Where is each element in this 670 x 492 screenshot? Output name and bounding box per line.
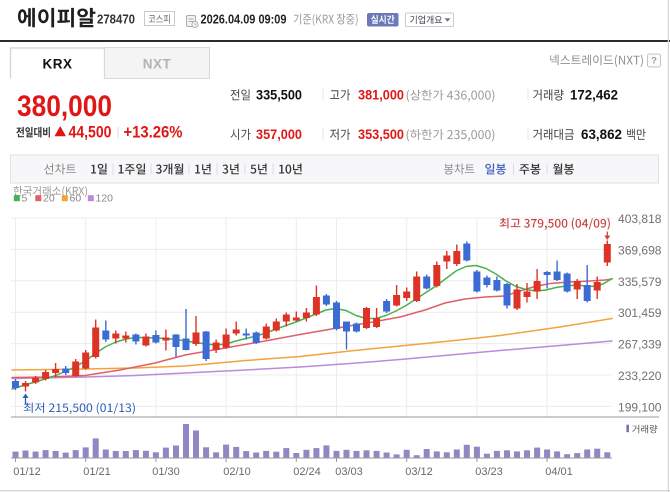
svg-text:+13.26%: +13.26%: [124, 124, 183, 142]
svg-text:172,462: 172,462: [570, 88, 618, 103]
svg-text:03/03: 03/03: [335, 466, 363, 478]
svg-text:380,000: 380,000: [17, 90, 112, 123]
svg-text:301,459: 301,459: [618, 308, 662, 320]
svg-text:5: 5: [22, 193, 28, 205]
svg-text:267,339: 267,339: [618, 340, 662, 352]
svg-text:03/23: 03/23: [475, 466, 503, 478]
svg-text:357,000: 357,000: [256, 127, 302, 142]
svg-text:20: 20: [43, 193, 55, 205]
svg-text:63,862: 63,862: [581, 127, 622, 142]
svg-text:381,000: 381,000: [358, 88, 404, 103]
svg-text:NXT: NXT: [143, 57, 172, 72]
svg-text:278470: 278470: [97, 12, 135, 27]
svg-text:120: 120: [96, 193, 114, 205]
svg-text:403,818: 403,818: [618, 214, 662, 226]
svg-text:02/24: 02/24: [293, 466, 321, 478]
svg-text:233,220: 233,220: [618, 371, 662, 383]
svg-text:04/01: 04/01: [545, 466, 573, 478]
svg-text:335,579: 335,579: [618, 277, 662, 289]
svg-text:?: ?: [651, 56, 657, 67]
svg-text:335,500: 335,500: [256, 88, 302, 103]
svg-text:KRX: KRX: [42, 57, 72, 72]
svg-text:01/21: 01/21: [83, 466, 111, 478]
svg-text:60: 60: [70, 193, 82, 205]
svg-text:44,500: 44,500: [69, 124, 112, 142]
svg-text:01/30: 01/30: [152, 466, 180, 478]
svg-text:01/12: 01/12: [13, 466, 41, 478]
svg-text:369,698: 369,698: [618, 245, 662, 257]
svg-text:02/10: 02/10: [223, 466, 251, 478]
svg-text:03/12: 03/12: [405, 466, 433, 478]
svg-text:199,100: 199,100: [618, 402, 662, 414]
svg-text:353,500: 353,500: [358, 127, 404, 142]
svg-text:2026.04.09 09:09: 2026.04.09 09:09: [201, 12, 287, 27]
